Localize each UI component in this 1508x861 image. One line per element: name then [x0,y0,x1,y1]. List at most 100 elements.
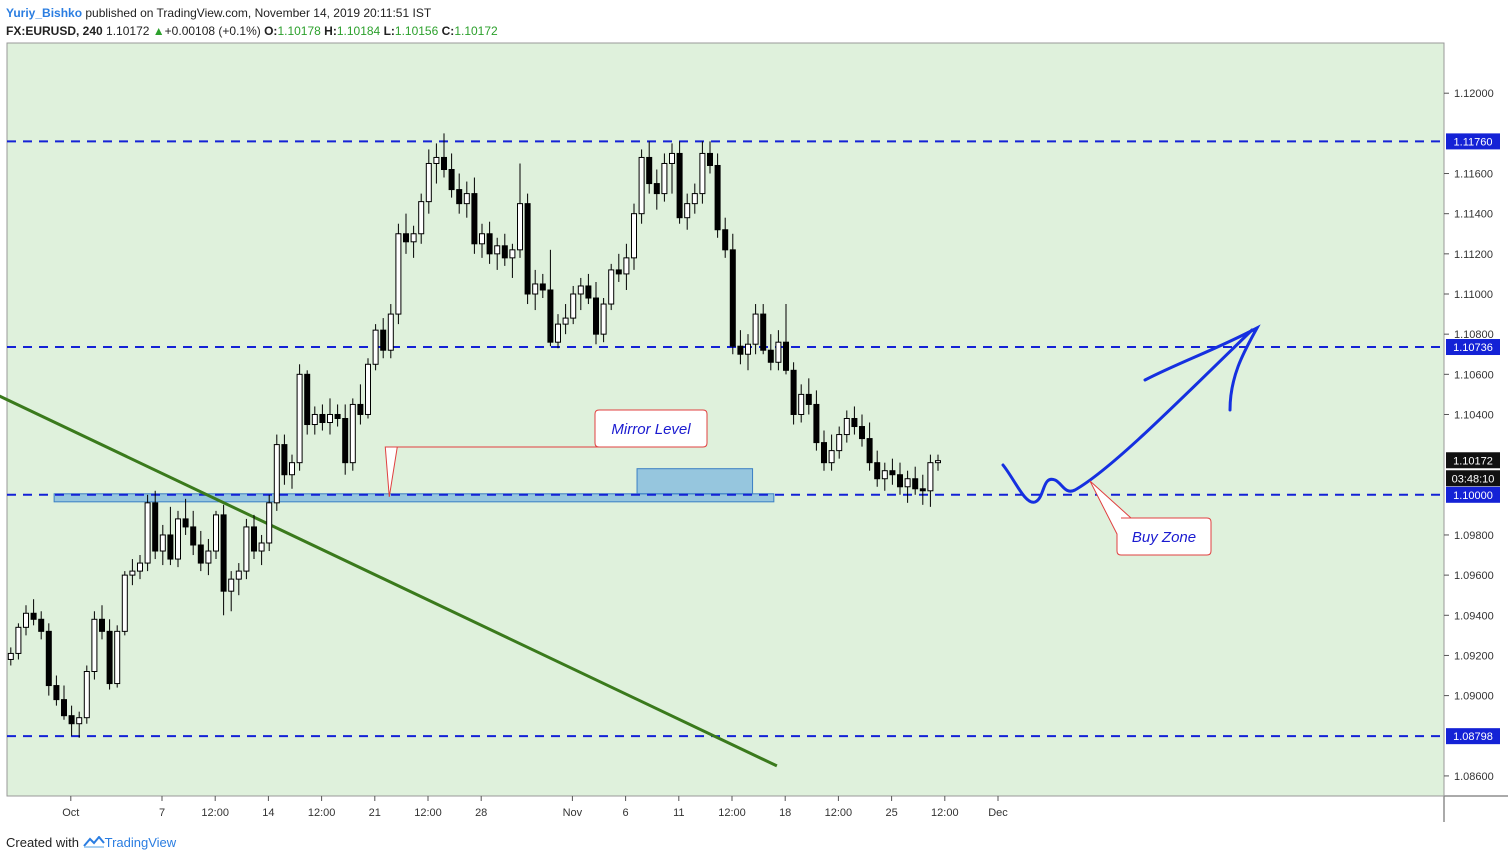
level-label-2-text: 1.10736 [1453,342,1493,354]
x-tick-label: Oct [62,807,79,819]
candle [311,406,318,435]
candle-body-down [851,417,858,428]
hand-drawn-arrowhead[interactable] [1143,324,1261,412]
candle [83,665,90,724]
candle [327,398,333,435]
countdown-label-box [1446,470,1500,487]
level-label-3: 1.10000 [1446,486,1500,503]
candle [517,163,523,258]
candle-body-up [631,213,637,259]
publish-info: published on TradingView.com, November 1… [85,6,432,20]
candle-body-up [904,478,911,488]
countdown-label: 03:48:10 [1446,470,1500,487]
candle [813,390,820,451]
publish-line: Yuriy_Bishko published on TradingView.co… [6,4,498,22]
candle-body-up [121,574,128,632]
candle-body-down [357,403,364,415]
level-label-1-text: 1.11760 [1454,136,1493,148]
mirror-level-zone[interactable] [53,493,775,503]
candle-body-down [334,413,341,419]
callout-box [384,409,708,497]
candle [228,571,235,612]
y-tick-label: 1.11000 [1454,289,1493,301]
candle-body-up [479,233,485,245]
candle [752,304,759,355]
candle-body-up [570,293,577,319]
price-chart[interactable]: 1.12000 1.11600 1.11400 1.11200 1.11000 1.108… [0,0,1508,826]
candle-body-up [410,233,417,243]
candle-body-up [213,514,219,552]
candle-body-down [760,313,767,351]
candle-body-up [532,283,539,295]
candle-body-up [137,562,143,572]
candle-body-down [539,283,546,291]
candle-body-up [775,341,782,363]
candle-body-down [167,534,174,560]
candle [182,498,189,535]
candle [912,466,919,495]
candle [365,358,371,419]
candle [935,454,941,471]
candle-body-down [889,470,896,476]
candle [874,450,881,487]
candle [76,711,83,738]
candle-body-up [638,156,645,215]
level-label-4-box [1446,728,1500,745]
candle [927,454,934,507]
candle-body-up [828,450,835,464]
candle-body-down [646,156,653,185]
candle-body-down [859,426,865,440]
low-label: L: [383,24,395,38]
candle-body-up [311,413,318,426]
trendline[interactable] [0,378,778,768]
candle [501,233,508,266]
candle [615,253,622,282]
candle [114,625,121,688]
candle [175,510,181,568]
candle-body-down [53,685,60,701]
candle [798,384,805,423]
level-label-1: 1.11760 [1446,133,1500,150]
buy-zone-callout[interactable]: Buy Zone [1089,480,1212,556]
y-tick-label: 1.09400 [1454,610,1494,622]
candle [106,619,113,690]
candle [319,404,326,431]
candle [273,434,280,511]
y-tick-label: 1.12000 [1454,88,1494,100]
candle [767,334,774,371]
candle [387,304,394,359]
candle [61,685,67,720]
candle [152,490,159,560]
candle [15,623,22,660]
candle [7,647,14,666]
high-value: 1.10184 [336,24,381,38]
last-price-label: 1.10172 [1446,452,1500,469]
candle-body-down [866,438,873,464]
candle-body-up [425,162,432,203]
callout-text: Mirror Level [611,421,691,438]
candle [441,133,447,178]
mirror-level-callout[interactable]: Mirror Level [384,409,708,497]
candle-body-up [365,363,371,415]
candle [68,705,75,736]
candle [197,530,204,572]
candle [661,153,668,202]
candle-body-up [7,652,14,660]
tradingview-brand-link[interactable]: TradingView [104,835,177,850]
x-tick-label: 12:00 [718,807,746,819]
buy-zone-zone[interactable] [636,468,754,495]
candle-body-up [395,233,402,315]
candle-body-up [555,323,561,343]
candle-body-down [342,417,349,464]
candle-body-up [577,285,584,295]
symbol-line: FX:EURUSD, 240 1.10172 ▲+0.00108 (+0.1%)… [6,22,498,40]
candle-body-down [912,478,919,490]
hand-drawn-path[interactable] [1001,328,1254,504]
candle-body-up [296,373,303,464]
candle [479,223,485,258]
x-tick-label: 12:00 [201,807,229,819]
author-link[interactable]: Yuriy_Bishko [6,6,83,20]
candle [623,243,630,290]
candle-body-down [722,229,729,251]
candle [137,555,143,580]
